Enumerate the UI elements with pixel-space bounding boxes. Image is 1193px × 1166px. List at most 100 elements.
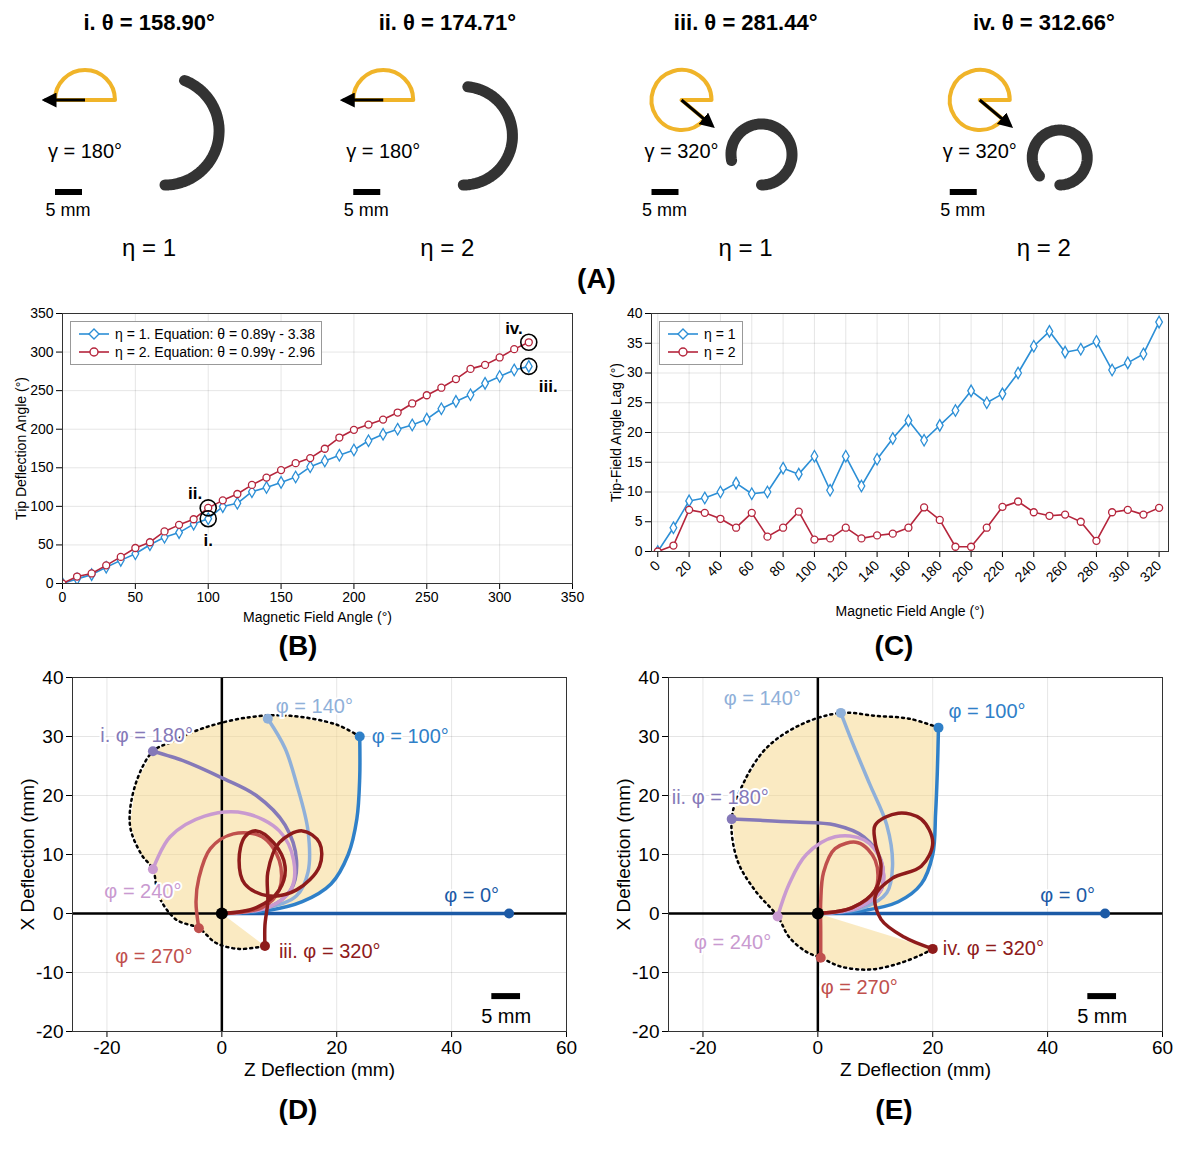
- svg-text:50: 50: [128, 589, 144, 605]
- svg-text:350: 350: [561, 589, 585, 605]
- svg-text:10: 10: [627, 483, 643, 499]
- svg-text:180: 180: [917, 557, 945, 585]
- svg-text:η = 1: η = 1: [122, 234, 176, 261]
- svg-text:150: 150: [30, 459, 54, 475]
- svg-text:ii.: ii.: [188, 484, 202, 503]
- svg-text:iii. φ = 320°: iii. φ = 320°: [279, 940, 381, 962]
- svg-text:150: 150: [269, 589, 293, 605]
- svg-text:iv.: iv.: [505, 319, 523, 338]
- svg-text:40: 40: [1037, 1037, 1058, 1058]
- svg-text:-10: -10: [632, 962, 659, 983]
- svg-text:5 mm: 5 mm: [642, 200, 687, 220]
- svg-text:-20: -20: [689, 1037, 716, 1058]
- svg-text:0: 0: [217, 1037, 228, 1058]
- svg-text:i. θ = 158.90°: i. θ = 158.90°: [83, 10, 214, 35]
- svg-text:20: 20: [672, 557, 694, 579]
- svg-text:10: 10: [638, 844, 659, 865]
- svg-text:80: 80: [766, 557, 788, 579]
- svg-text:60: 60: [735, 557, 757, 579]
- svg-text:5 mm: 5 mm: [46, 200, 91, 220]
- svg-text:iv. θ = 312.66°: iv. θ = 312.66°: [973, 10, 1115, 35]
- svg-text:120: 120: [823, 557, 851, 585]
- svg-text:5 mm: 5 mm: [481, 1005, 531, 1027]
- svg-text:140: 140: [855, 557, 883, 585]
- svg-text:γ = 180°: γ = 180°: [48, 140, 122, 162]
- svg-text:0: 0: [53, 903, 64, 924]
- svg-text:Tip Deflection Angle (°): Tip Deflection Angle (°): [13, 377, 29, 520]
- svg-text:φ = 240°: φ = 240°: [694, 931, 771, 953]
- svg-text:η = 2: η = 2: [420, 234, 474, 261]
- svg-text:φ = 270°: φ = 270°: [115, 945, 192, 967]
- svg-text:20: 20: [326, 1037, 347, 1058]
- svg-text:100: 100: [197, 589, 221, 605]
- svg-text:300: 300: [1105, 557, 1133, 585]
- svg-text:30: 30: [638, 726, 659, 747]
- svg-text:iii. θ = 281.44°: iii. θ = 281.44°: [674, 10, 818, 35]
- svg-text:260: 260: [1043, 557, 1071, 585]
- svg-text:0: 0: [813, 1037, 824, 1058]
- svg-text:320: 320: [1137, 557, 1165, 585]
- svg-text:-20: -20: [632, 1021, 659, 1042]
- svg-text:X Deflection (mm): X Deflection (mm): [17, 778, 38, 930]
- svg-text:30: 30: [627, 364, 643, 380]
- svg-text:0: 0: [649, 903, 660, 924]
- svg-text:i. φ = 180°: i. φ = 180°: [100, 724, 193, 746]
- svg-text:300: 300: [488, 589, 512, 605]
- svg-text:15: 15: [627, 454, 643, 470]
- svg-text:-10: -10: [36, 962, 63, 983]
- svg-text:20: 20: [922, 1037, 943, 1058]
- svg-text:Z Deflection (mm): Z Deflection (mm): [244, 1059, 395, 1080]
- svg-text:Z Deflection (mm): Z Deflection (mm): [840, 1059, 991, 1080]
- svg-text:φ = 100°: φ = 100°: [948, 700, 1025, 722]
- svg-text:γ = 320°: γ = 320°: [644, 140, 718, 162]
- svg-text:φ = 240°: φ = 240°: [104, 880, 181, 902]
- svg-text:20: 20: [638, 785, 659, 806]
- svg-text:iv. φ = 320°: iv. φ = 320°: [943, 937, 1044, 959]
- svg-text:40: 40: [42, 667, 63, 688]
- svg-text:30: 30: [42, 726, 63, 747]
- svg-text:40: 40: [441, 1037, 462, 1058]
- svg-text:Magnetic Field Angle (°): Magnetic Field Angle (°): [243, 609, 392, 625]
- svg-text:Magnetic Field Angle (°): Magnetic Field Angle (°): [836, 603, 985, 619]
- svg-text:φ = 140°: φ = 140°: [276, 695, 353, 717]
- svg-text:φ = 270°: φ = 270°: [821, 976, 898, 998]
- svg-text:35: 35: [627, 335, 643, 351]
- svg-text:50: 50: [38, 536, 54, 552]
- svg-text:200: 200: [30, 421, 54, 437]
- svg-text:ii. φ = 180°: ii. φ = 180°: [672, 786, 769, 808]
- svg-text:60: 60: [1152, 1037, 1173, 1058]
- svg-text:φ = 140°: φ = 140°: [724, 687, 801, 709]
- svg-text:(A): (A): [577, 263, 616, 294]
- svg-text:γ = 320°: γ = 320°: [943, 140, 1017, 162]
- svg-text:5 mm: 5 mm: [344, 200, 389, 220]
- svg-text:φ = 100°: φ = 100°: [372, 725, 449, 747]
- svg-text:220: 220: [980, 557, 1008, 585]
- svg-text:ii. θ = 174.71°: ii. θ = 174.71°: [379, 10, 517, 35]
- svg-text:iii.: iii.: [539, 377, 558, 396]
- svg-text:300: 300: [30, 344, 54, 360]
- svg-text:40: 40: [638, 667, 659, 688]
- svg-text:240: 240: [1011, 557, 1039, 585]
- svg-text:γ = 180°: γ = 180°: [346, 140, 420, 162]
- svg-text:0: 0: [46, 575, 54, 591]
- svg-text:20: 20: [627, 424, 643, 440]
- svg-text:5 mm: 5 mm: [940, 200, 985, 220]
- svg-text:350: 350: [30, 305, 54, 321]
- svg-text:η = 2: η = 2: [1017, 234, 1071, 261]
- svg-text:φ = 0°: φ = 0°: [1040, 884, 1095, 906]
- svg-text:60: 60: [556, 1037, 577, 1058]
- svg-text:X Deflection (mm): X Deflection (mm): [613, 778, 634, 930]
- svg-text:0: 0: [635, 543, 643, 559]
- svg-text:0: 0: [646, 557, 663, 574]
- svg-text:40: 40: [627, 305, 643, 321]
- svg-text:160: 160: [886, 557, 914, 585]
- svg-text:Tip-Field Angle Lag (°): Tip-Field Angle Lag (°): [608, 363, 624, 502]
- svg-text:η = 1: η = 1: [719, 234, 773, 261]
- svg-text:20: 20: [42, 785, 63, 806]
- svg-text:100: 100: [30, 498, 54, 514]
- svg-text:5: 5: [635, 513, 643, 529]
- svg-text:280: 280: [1074, 557, 1102, 585]
- svg-text:-20: -20: [93, 1037, 120, 1058]
- svg-text:40: 40: [703, 557, 725, 579]
- svg-text:250: 250: [30, 382, 54, 398]
